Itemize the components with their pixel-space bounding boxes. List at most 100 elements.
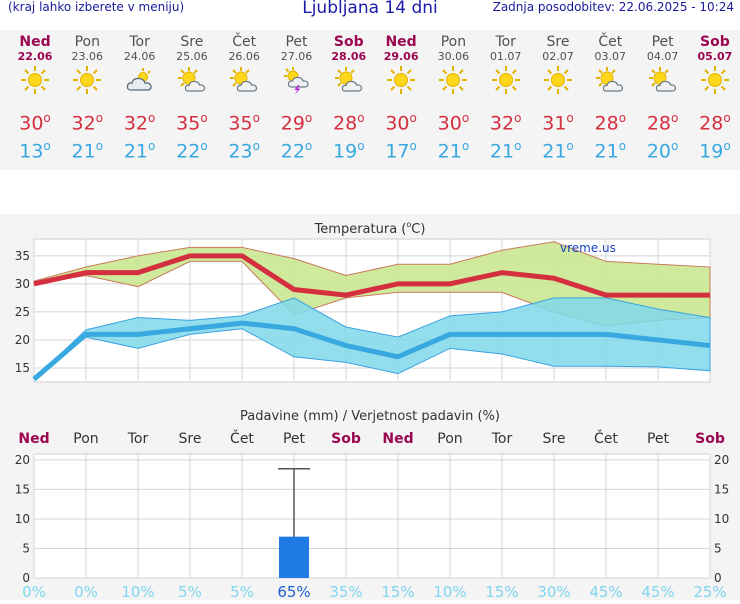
precipitation-ytick-left: 5 — [22, 541, 30, 555]
sun-icon — [9, 65, 61, 101]
temp-max: 32o — [114, 103, 166, 133]
precipitation-day-label: Pet — [647, 431, 670, 447]
day-date: 28.06 — [323, 50, 375, 63]
precipitation-ytick-right: 20 — [714, 453, 729, 467]
precipitation-probability-label: 5% — [178, 583, 202, 600]
partly-cloudy-icon — [166, 65, 218, 101]
day-name: Ned — [375, 34, 427, 50]
precipitation-day-label: Tor — [491, 431, 513, 447]
temp-max: 30o — [427, 103, 479, 133]
header-bar: (kraj lahko izberete v meniju) Ljubljana… — [0, 0, 740, 20]
sun-icon — [689, 65, 740, 101]
day-date: 23.06 — [61, 50, 113, 63]
precipitation-probability-label: 35% — [329, 583, 362, 600]
precipitation-plot-area — [34, 454, 710, 578]
sun-icon — [375, 65, 427, 101]
temp-min: 23o — [218, 133, 270, 159]
partly-cloudy-icon — [323, 65, 375, 101]
day-date: 01.07 — [480, 50, 532, 63]
precipitation-ytick-left: 20 — [15, 453, 30, 467]
charts-svg: Temperatura (oC)3530252015vreme.usPadavi… — [0, 214, 740, 600]
day-name: Čet — [584, 34, 636, 50]
precipitation-ytick-left: 10 — [15, 512, 30, 526]
day-name: Tor — [114, 34, 166, 50]
temp-max: 32o — [480, 103, 532, 133]
day-date: 29.06 — [375, 50, 427, 63]
sun-icon — [532, 65, 584, 101]
precipitation-ytick-left: 15 — [15, 482, 30, 496]
temp-min: 22o — [166, 133, 218, 159]
sun-icon — [61, 65, 113, 101]
temp-min: 19o — [689, 133, 740, 159]
temp-max: 29o — [271, 103, 323, 133]
temp-min: 21o — [584, 133, 636, 159]
day-date: 03.07 — [584, 50, 636, 63]
day-name: Pon — [427, 34, 479, 50]
temp-min: 21o — [61, 133, 113, 159]
day-name: Pon — [61, 34, 113, 50]
temp-max: 32o — [61, 103, 113, 133]
day-date: 22.06 — [9, 50, 61, 63]
temperature-ytick-label: 25 — [15, 305, 30, 319]
precipitation-probability-label: 5% — [230, 583, 254, 600]
day-date: 26.06 — [218, 50, 270, 63]
precipitation-day-label: Sre — [179, 431, 202, 447]
precipitation-ytick-right: 5 — [714, 541, 722, 555]
sun-icon — [427, 65, 479, 101]
temperature-ytick-label: 20 — [15, 333, 30, 347]
partly-cloudy-icon — [218, 65, 270, 101]
cloudy-icon — [114, 65, 166, 101]
precipitation-probability-label: 25% — [693, 583, 726, 600]
temp-max: 35o — [166, 103, 218, 133]
precipitation-probability-label: 15% — [485, 583, 518, 600]
temp-max: 28o — [323, 103, 375, 133]
precipitation-ytick-right: 10 — [714, 512, 729, 526]
temp-max: 30o — [9, 103, 61, 133]
watermark: vreme.us — [560, 241, 616, 255]
precipitation-ytick-right: 15 — [714, 482, 729, 496]
precipitation-day-label: Pon — [437, 431, 462, 447]
day-date: 02.07 — [532, 50, 584, 63]
temp-max: 35o — [218, 103, 270, 133]
precipitation-probability-label: 10% — [433, 583, 466, 600]
day-name: Ned — [9, 34, 61, 50]
precipitation-day-label: Sob — [695, 431, 725, 447]
temp-min: 19o — [323, 133, 375, 159]
precipitation-chart-title: Padavine (mm) / Verjetnost padavin (%) — [240, 409, 500, 424]
precipitation-probability-label: 0% — [22, 583, 46, 600]
thunderstorm-icon — [271, 65, 323, 101]
day-name: Čet — [218, 34, 270, 50]
temp-min: 21o — [532, 133, 584, 159]
temp-max: 28o — [689, 103, 740, 133]
day-name: Sob — [689, 34, 740, 50]
precipitation-day-label: Pon — [73, 431, 98, 447]
temp-min: 13o — [9, 133, 61, 159]
temp-max: 28o — [637, 103, 689, 133]
day-date: 24.06 — [114, 50, 166, 63]
precipitation-day-label: Sob — [331, 431, 361, 447]
day-name: Pet — [637, 34, 689, 50]
temp-max: 31o — [532, 103, 584, 133]
temp-min: 17o — [375, 133, 427, 159]
precipitation-day-label: Ned — [18, 431, 49, 447]
temperature-ytick-label: 15 — [15, 361, 30, 375]
precipitation-probability-label: 0% — [74, 583, 98, 600]
precipitation-probability-label: 45% — [589, 583, 622, 600]
temp-min: 21o — [480, 133, 532, 159]
day-name: Sre — [166, 34, 218, 50]
day-name: Sre — [532, 34, 584, 50]
precipitation-probability-label: 30% — [537, 583, 570, 600]
day-name: Sob — [323, 34, 375, 50]
